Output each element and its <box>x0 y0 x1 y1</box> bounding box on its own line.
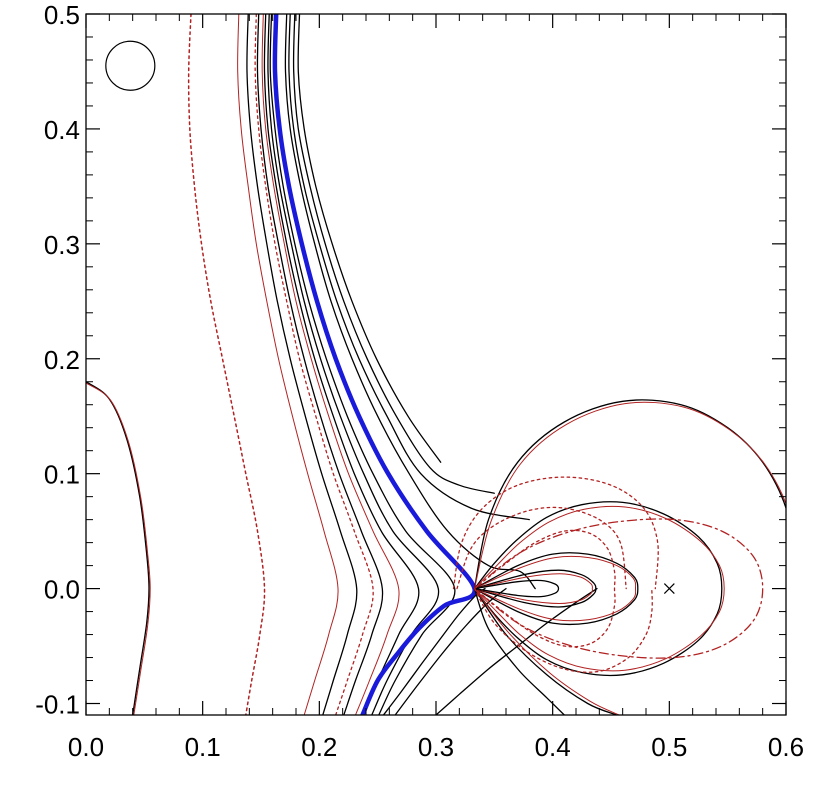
contour-line-6 <box>254 14 374 715</box>
y-tick-label: 0.1 <box>44 460 80 490</box>
contour-line-22 <box>473 552 639 626</box>
contour-line-7 <box>256 14 384 715</box>
plot-background <box>86 14 786 715</box>
plot-markers <box>105 40 675 595</box>
y-tick-label: 0.5 <box>44 0 80 30</box>
contour-line-5 <box>246 14 358 715</box>
axis-ticks <box>85 13 787 715</box>
contour-line-29 <box>473 399 786 590</box>
contour-line-4 <box>237 14 339 715</box>
contour-line-25 <box>474 573 593 604</box>
contour-line-26 <box>473 579 560 598</box>
contour-line-2 <box>86 382 151 715</box>
contour-lines <box>86 14 786 715</box>
y-tick-label: 0.2 <box>44 345 80 375</box>
x-tick-label: 0.5 <box>651 732 687 762</box>
contour-line-24 <box>473 569 597 608</box>
contour-line-13 <box>284 14 536 590</box>
contour-line-1 <box>86 381 150 715</box>
contour-line-33 <box>473 587 618 715</box>
contour-line-11 <box>269 14 456 715</box>
x-tick-label: 0.4 <box>535 732 571 762</box>
y-tick-label: -0.1 <box>35 690 80 720</box>
contour-line-17 <box>435 587 598 715</box>
x-tick-label: 0.0 <box>68 732 104 762</box>
y-tick-label: 0.0 <box>44 575 80 605</box>
contour-line-20 <box>473 501 723 677</box>
contour-line-28 <box>473 518 764 659</box>
contour-line-16 <box>297 14 442 463</box>
contour-line-21 <box>474 505 725 672</box>
contour-line-34 <box>474 588 620 715</box>
contour-line-23 <box>474 555 637 622</box>
contour-line-3 <box>187 14 266 715</box>
contour-line-10 <box>267 14 440 715</box>
y-tick-label: 0.4 <box>44 115 80 145</box>
contour-line-8 <box>261 14 400 715</box>
contour-line-12 <box>272 14 477 715</box>
x-tick-label: 0.6 <box>768 732 804 762</box>
y-tick-label: 0.3 <box>44 230 80 260</box>
contour-line-9 <box>263 14 420 715</box>
axis-tick-labels: 0.0 0.1 0.2 0.3 0.4 0.5 0.6 -0.1 0.0 0.1 0.2 0.3 0.4… <box>35 0 804 762</box>
x-tick-label: 0.2 <box>301 732 337 762</box>
cross-marker <box>663 583 675 595</box>
x-tick-label: 0.3 <box>418 732 454 762</box>
x-tick-label: 0.1 <box>185 732 221 762</box>
contour-line-31 <box>452 476 659 590</box>
contour-line-15 <box>292 14 495 494</box>
contour-line-27 <box>473 529 616 648</box>
contour-line-32 <box>456 506 627 590</box>
circle-marker <box>105 40 156 91</box>
contour-line-18 <box>394 587 507 715</box>
contour-line-30 <box>474 401 786 590</box>
contour-line-35 <box>473 587 565 715</box>
contour-line-14 <box>288 14 530 521</box>
